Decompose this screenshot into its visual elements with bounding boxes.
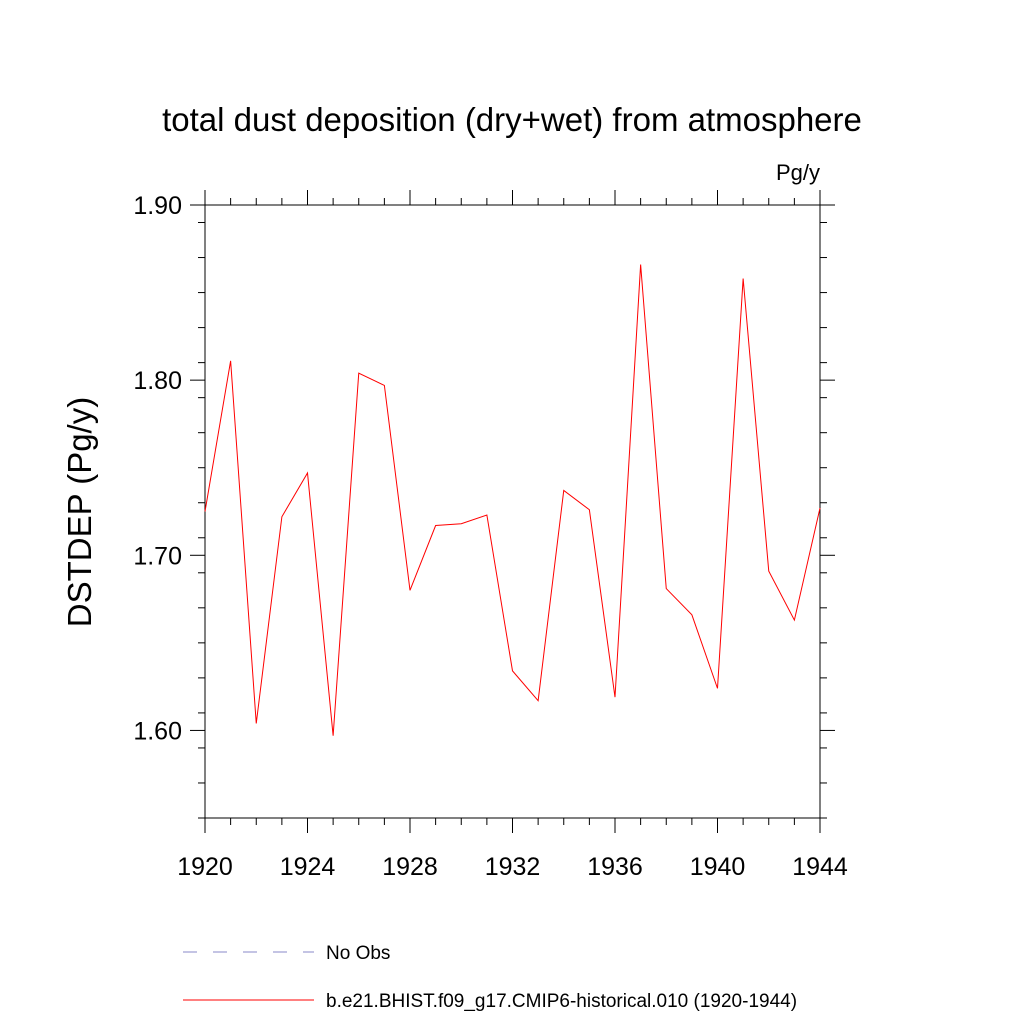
legend-label: No Obs	[326, 943, 390, 964]
tick-labels: 1920 1924 1928 1932 1936 1940 1944 1.60 1.70 1.80…	[133, 192, 848, 881]
y-tick-label: 1.80	[133, 367, 182, 395]
x-tick-label: 1936	[587, 853, 643, 881]
chart-title: total dust deposition (dry+wet) from atm…	[162, 101, 862, 138]
plot-frame	[204, 204, 821, 819]
axis-ticks	[190, 190, 835, 833]
x-tick-label: 1928	[382, 853, 438, 881]
units-label: Pg/y	[776, 160, 820, 185]
legend-label: b.e21.BHIST.f09_g17.CMIP6-historical.010…	[326, 991, 797, 1012]
y-axis-title: DSTDEP (Pg/y)	[61, 397, 98, 627]
x-tick-label: 1932	[485, 853, 541, 881]
x-tick-label: 1924	[280, 853, 336, 881]
x-tick-label: 1920	[177, 853, 233, 881]
y-tick-label: 1.60	[133, 717, 182, 745]
series-line	[204, 264, 821, 736]
y-tick-label: 1.70	[133, 542, 182, 570]
x-tick-label: 1940	[690, 853, 746, 881]
x-tick-label: 1944	[792, 853, 848, 881]
y-tick-label: 1.90	[133, 192, 182, 220]
legend: No Obs b.e21.BHIST.f09_g17.CMIP6-historic…	[183, 943, 797, 1012]
series-layer	[204, 264, 821, 736]
